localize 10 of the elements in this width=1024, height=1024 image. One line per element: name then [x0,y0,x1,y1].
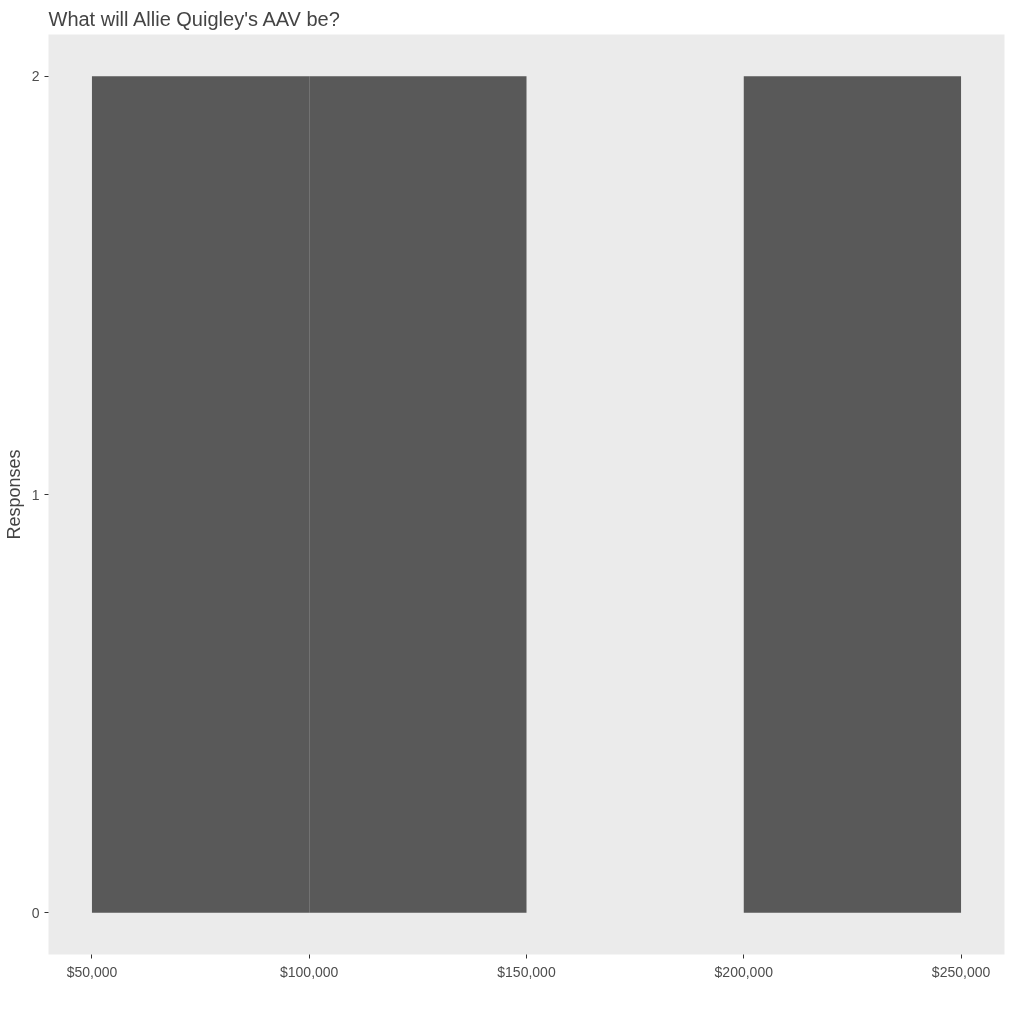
x-tick-label: $50,000 [66,963,118,980]
y-axis-title: Responses [3,449,24,540]
y-tick-label: 0 [31,904,40,921]
x-tick-label: $100,000 [280,963,339,980]
x-tick-label: $250,000 [931,963,991,980]
y-tick-label: 1 [31,486,40,503]
x-tick-label: $200,000 [714,963,774,980]
chart-title: What will Allie Quigley's AAV be? [48,7,340,30]
y-tick-label: 2 [31,68,40,85]
x-tick-label: $150,000 [497,963,556,980]
